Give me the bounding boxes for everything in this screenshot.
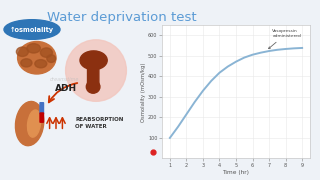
Ellipse shape xyxy=(21,59,32,67)
Ellipse shape xyxy=(16,47,28,57)
Text: REABSORPTION
OF WATER: REABSORPTION OF WATER xyxy=(75,117,124,129)
Ellipse shape xyxy=(86,80,100,93)
Ellipse shape xyxy=(18,41,56,74)
Ellipse shape xyxy=(27,44,40,53)
Text: dreamstime: dreamstime xyxy=(49,77,79,82)
Ellipse shape xyxy=(35,60,47,68)
FancyBboxPatch shape xyxy=(88,61,99,86)
Text: Water deprivation test: Water deprivation test xyxy=(47,11,196,24)
Text: Vasopressin
administered: Vasopressin administered xyxy=(268,29,301,49)
Ellipse shape xyxy=(40,48,52,57)
Y-axis label: Osmolality (mOsm/kg): Osmolality (mOsm/kg) xyxy=(141,62,146,122)
Text: ↑osmolality: ↑osmolality xyxy=(10,26,54,33)
Text: ADH: ADH xyxy=(54,84,77,93)
Ellipse shape xyxy=(15,102,44,146)
Ellipse shape xyxy=(66,40,126,101)
Ellipse shape xyxy=(80,51,107,70)
FancyBboxPatch shape xyxy=(40,103,44,114)
X-axis label: Time (hr): Time (hr) xyxy=(222,170,250,175)
Ellipse shape xyxy=(28,110,41,137)
Ellipse shape xyxy=(4,20,60,39)
FancyBboxPatch shape xyxy=(40,113,44,122)
Ellipse shape xyxy=(47,55,56,62)
